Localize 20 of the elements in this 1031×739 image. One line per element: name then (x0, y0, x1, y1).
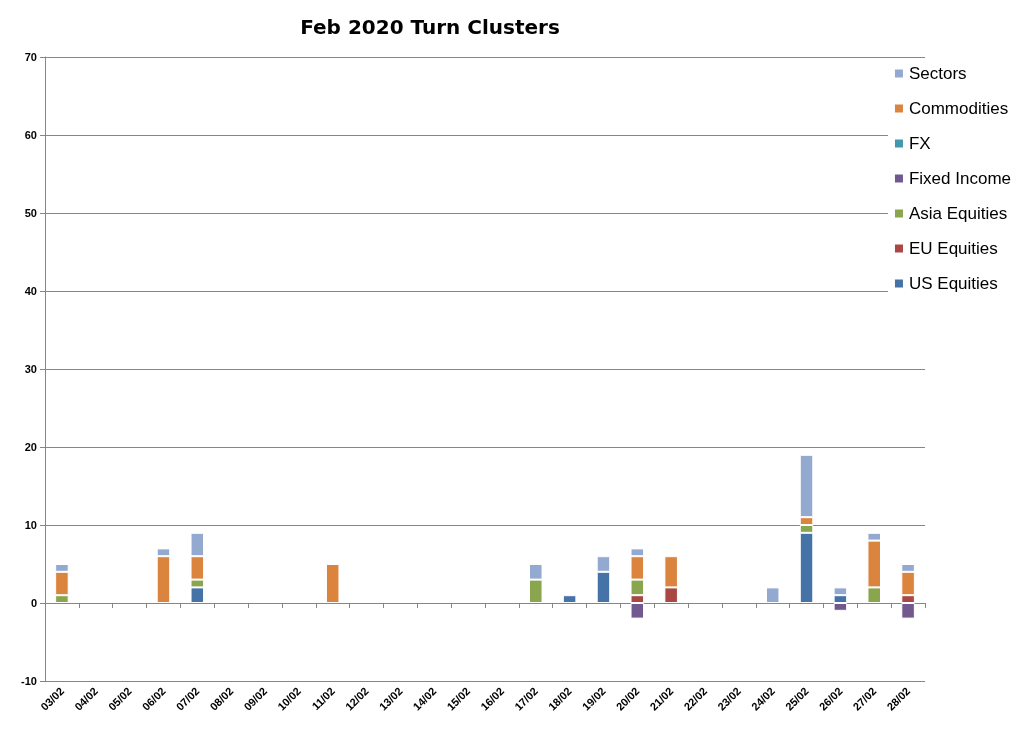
legend-label: Fixed Income (908, 169, 1012, 188)
y-tick-label: 60 (24, 129, 37, 141)
legend-label: Commodities (908, 99, 1009, 118)
y-tick-label: 0 (30, 597, 37, 609)
bar (562, 595, 577, 603)
legend-label: US Equities (908, 274, 998, 293)
y-tick-label: 10 (24, 519, 37, 531)
y-tick-label: -10 (21, 675, 37, 687)
y-tick-label: 40 (24, 285, 37, 297)
y-tick-label: 70 (24, 51, 37, 63)
y-tick-label: 30 (24, 363, 37, 375)
legend-label: Sectors (908, 64, 967, 83)
legend-label: Asia Equities (908, 204, 1008, 223)
y-tick-label: 50 (24, 207, 37, 219)
legend-label: EU Equities (908, 239, 998, 258)
bar (765, 587, 780, 603)
y-tick-label: 20 (24, 441, 37, 453)
bar (325, 564, 340, 603)
chart-title: Feb 2020 Turn Clusters (300, 15, 560, 39)
legend-label: FX (908, 134, 931, 153)
